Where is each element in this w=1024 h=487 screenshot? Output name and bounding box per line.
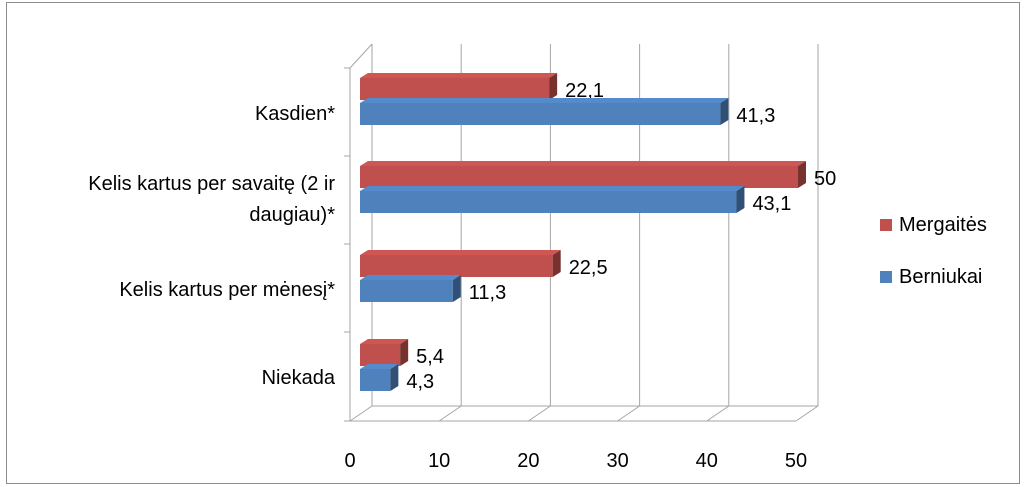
bar-top-face (360, 73, 558, 78)
legend-label: Berniukai (899, 266, 982, 288)
x-tick-label: 20 (517, 450, 539, 472)
category-label: Kelis kartus per savaitę (2 ir (88, 173, 335, 195)
chart-frame (6, 2, 1020, 484)
bar-top-face (360, 161, 806, 166)
bar-side-face (736, 186, 745, 213)
bar (360, 166, 798, 188)
x-tick-label: 50 (785, 450, 807, 472)
bar-side-face (798, 161, 806, 188)
floor-gridline (795, 405, 819, 422)
bar (360, 280, 453, 302)
bar-top-face (360, 339, 409, 344)
data-label: 11,3 (469, 282, 506, 304)
floor-gridline (617, 405, 640, 422)
bar-top-face (360, 364, 399, 369)
legend-swatch (880, 271, 892, 283)
legend-swatch (880, 219, 892, 231)
floor-gridline (438, 405, 462, 422)
data-label: 22,1 (565, 80, 604, 102)
bar-side-face (452, 275, 461, 302)
bar-side-face (720, 98, 729, 125)
x-tick-label: 0 (344, 450, 355, 472)
category-label: Niekada (262, 367, 336, 389)
category-label: Kasdien* (255, 103, 335, 125)
bar (360, 191, 737, 213)
category-label: Kelis kartus per mėnesį* (119, 279, 335, 301)
data-label: 43,1 (752, 193, 791, 215)
data-label: 5,4 (416, 346, 444, 368)
legend-label: Mergaitės (899, 214, 987, 236)
bar (360, 78, 550, 100)
bar (360, 103, 721, 125)
data-label: 22,5 (569, 257, 608, 279)
bar-side-face (400, 339, 409, 366)
floor-gridline (706, 405, 730, 422)
bar (360, 369, 391, 391)
bar-top-face (360, 275, 461, 280)
x-tick-label: 40 (696, 450, 718, 472)
bar-top-face (360, 186, 745, 191)
data-label: 41,3 (736, 105, 775, 127)
bar-side-face (390, 364, 399, 391)
x-tick-label: 30 (606, 450, 628, 472)
category-label: daugiau)* (249, 204, 335, 226)
x-tick-label: 10 (428, 450, 450, 472)
bar-top-face (360, 250, 561, 255)
data-label: 50 (814, 168, 836, 190)
floor-gridline (528, 405, 551, 422)
bar (360, 255, 553, 277)
wall-top-edge (349, 43, 373, 69)
data-label: 4,3 (406, 371, 434, 393)
bar-side-face (549, 73, 558, 100)
bar-side-face (552, 250, 561, 277)
bar (360, 344, 401, 366)
bar-top-face (360, 98, 729, 103)
floor-gridline (349, 405, 373, 422)
